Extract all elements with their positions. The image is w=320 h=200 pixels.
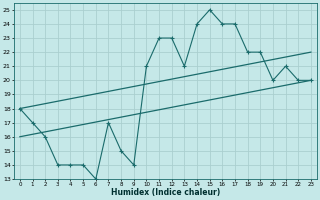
X-axis label: Humidex (Indice chaleur): Humidex (Indice chaleur) bbox=[111, 188, 220, 197]
